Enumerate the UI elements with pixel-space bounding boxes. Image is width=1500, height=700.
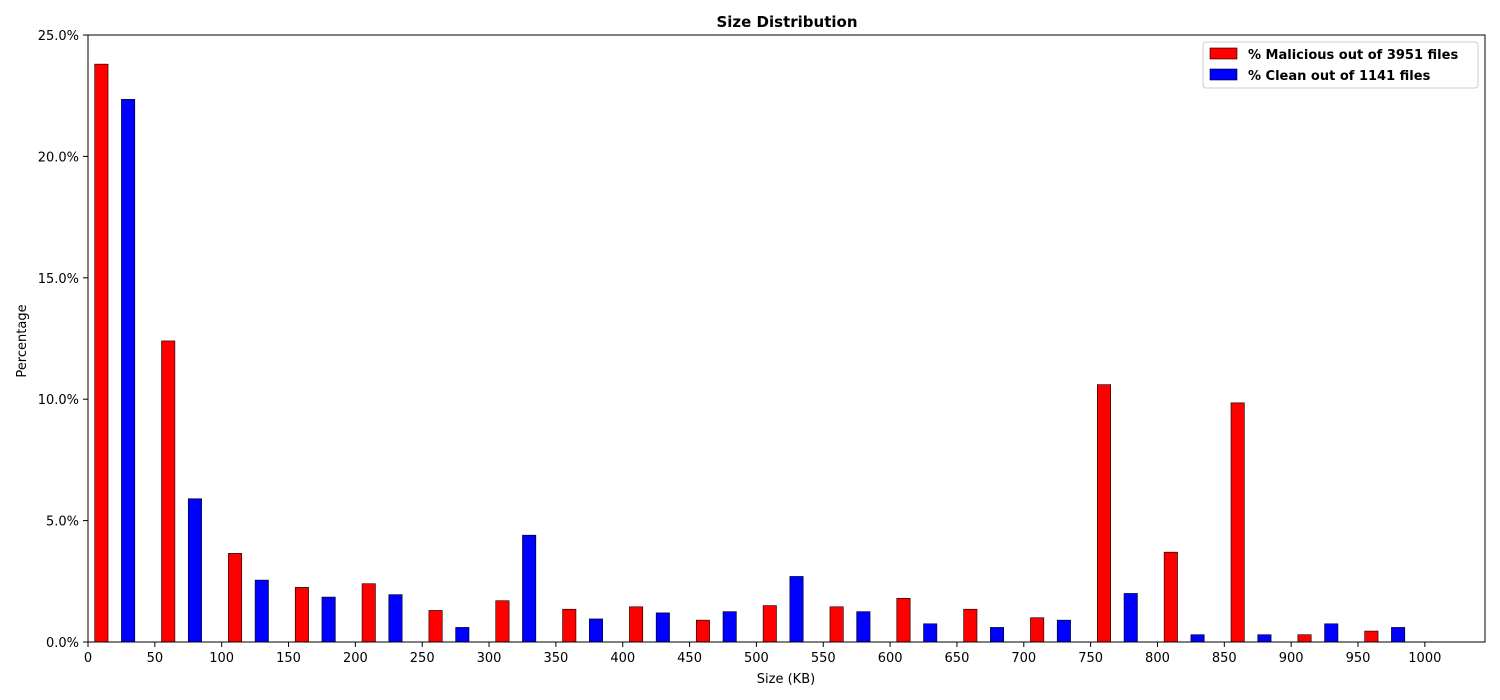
x-tick-label: 700: [1011, 651, 1036, 666]
bar-clean-80: [187, 498, 202, 643]
legend-swatch-malicious: [1209, 47, 1238, 60]
bar-malicious-10: [94, 63, 109, 643]
y-tick-label: 5.0%: [46, 515, 79, 530]
y-tick-label: 25.0%: [38, 29, 79, 44]
plot-frame: [87, 34, 1486, 643]
x-tick-label: 150: [276, 651, 301, 666]
y-axis: 0.0% 5.0% 10.0% 15.0% 20.0% 25.0%: [38, 29, 88, 651]
x-tick-label: 250: [410, 651, 435, 666]
bar-malicious-910: [1297, 634, 1312, 643]
x-tick-label: 900: [1279, 651, 1304, 666]
x-tick-label: 450: [677, 651, 702, 666]
x-tick-label: 1000: [1408, 651, 1441, 666]
bar-clean-580: [856, 611, 871, 643]
bar-clean-930: [1324, 623, 1339, 643]
x-tick-label: 600: [878, 651, 903, 666]
bar-clean-780: [1123, 593, 1138, 643]
bar-clean-980: [1391, 627, 1406, 643]
x-tick-label: 400: [610, 651, 635, 666]
x-axis-label: Size (KB): [757, 672, 815, 687]
bar-malicious-810: [1163, 551, 1178, 643]
bar-malicious-410: [629, 606, 644, 643]
x-axis: 0 50 100 150 200 250 300 350 400 450 500 550 600 650 7…: [84, 642, 1441, 666]
bar-clean-630: [923, 623, 938, 643]
bar-malicious-460: [695, 619, 710, 643]
x-tick-label: 50: [147, 651, 164, 666]
y-tick-label: 15.0%: [38, 272, 79, 287]
bar-clean-180: [321, 596, 336, 643]
x-tick-label: 550: [811, 651, 836, 666]
legend-label-malicious: % Malicious out of 3951 files: [1248, 48, 1458, 63]
x-tick-label: 650: [945, 651, 970, 666]
bar-malicious-360: [562, 608, 577, 643]
bar-clean-530: [789, 576, 804, 643]
bar-clean-330: [522, 534, 537, 643]
bar-malicious-960: [1364, 630, 1379, 643]
x-tick-label: 750: [1078, 651, 1103, 666]
y-tick-label: 0.0%: [46, 636, 79, 651]
x-tick-label: 200: [343, 651, 368, 666]
bar-malicious-610: [896, 597, 911, 643]
legend-label-clean: % Clean out of 1141 files: [1248, 69, 1431, 84]
legend: % Malicious out of 3951 files % Clean ou…: [1202, 41, 1479, 89]
x-tick-label: 850: [1212, 651, 1237, 666]
bar-malicious-310: [495, 600, 510, 643]
chart-title: Size Distribution: [716, 13, 857, 31]
x-tick-label: 0: [84, 651, 92, 666]
bar-malicious-210: [361, 583, 376, 643]
bar-clean-430: [655, 612, 670, 643]
bar-clean-680: [990, 627, 1005, 643]
bar-malicious-760: [1097, 384, 1111, 643]
y-axis-label: Percentage: [15, 304, 30, 377]
bar-malicious-660: [963, 608, 978, 643]
y-tick-label: 20.0%: [38, 150, 79, 165]
x-tick-label: 800: [1145, 651, 1170, 666]
bar-malicious-260: [428, 610, 443, 643]
bar-clean-30: [121, 99, 136, 643]
x-tick-label: 950: [1346, 651, 1371, 666]
x-tick-label: 350: [543, 651, 568, 666]
bar-clean-480: [722, 611, 737, 643]
bars-layer: [94, 63, 1406, 643]
legend-frame: [1202, 41, 1479, 89]
bar-clean-830: [1190, 634, 1205, 643]
bar-malicious-560: [829, 606, 844, 643]
legend-swatch-clean: [1209, 68, 1238, 81]
x-tick-label: 100: [209, 651, 234, 666]
bar-clean-380: [589, 618, 603, 643]
bar-clean-280: [455, 627, 470, 643]
bar-clean-130: [254, 579, 269, 643]
bar-clean-730: [1056, 619, 1071, 643]
bar-malicious-160: [294, 587, 309, 643]
x-tick-label: 300: [477, 651, 502, 666]
bar-clean-880: [1257, 634, 1272, 643]
bar-malicious-710: [1030, 617, 1045, 643]
bar-clean-230: [388, 594, 403, 643]
x-tick-label: 500: [744, 651, 769, 666]
bar-malicious-60: [161, 340, 176, 643]
bar-malicious-110: [228, 553, 243, 643]
bar-malicious-860: [1230, 402, 1245, 643]
bar-malicious-510: [762, 605, 777, 643]
y-tick-label: 10.0%: [38, 393, 79, 408]
